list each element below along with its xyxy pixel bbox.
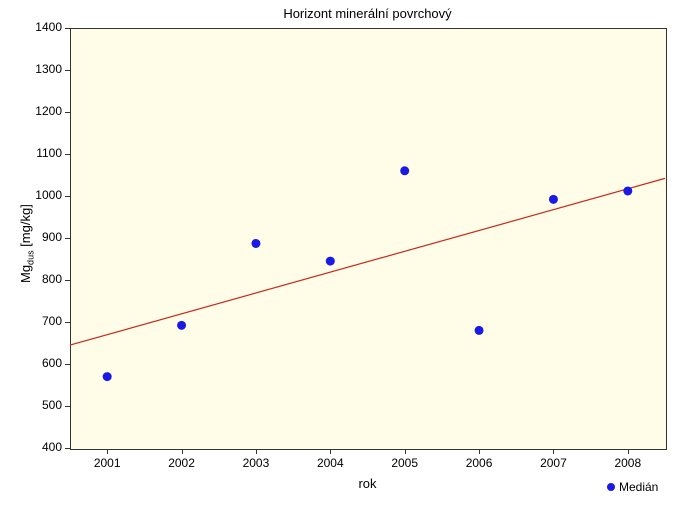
- scatter-chart: Horizont minerální povrchový rok Mgdus […: [0, 0, 685, 514]
- y-tick-label: 1400: [20, 20, 62, 34]
- x-axis-label: rok: [70, 476, 665, 491]
- x-tick-label: 2003: [231, 456, 281, 470]
- y-tick-label: 600: [20, 356, 62, 370]
- y-tick-label: 1200: [20, 104, 62, 118]
- legend: Medián: [607, 480, 658, 494]
- y-tick-label: 400: [20, 440, 62, 454]
- x-tick-label: 2005: [380, 456, 430, 470]
- y-tick-label: 500: [20, 398, 62, 412]
- legend-marker: [607, 483, 615, 491]
- y-axis-label-sub: dus: [26, 250, 36, 265]
- chart-title: Horizont minerální povrchový: [70, 6, 665, 21]
- x-tick-label: 2004: [305, 456, 355, 470]
- x-tick-label: 2007: [528, 456, 578, 470]
- y-tick-label: 1100: [20, 146, 62, 160]
- y-tick-label: 700: [20, 314, 62, 328]
- y-tick-label: 1300: [20, 62, 62, 76]
- x-tick-label: 2006: [454, 456, 504, 470]
- legend-label: Medián: [619, 480, 658, 494]
- plot-area: [70, 28, 667, 450]
- y-tick-label: 1000: [20, 188, 62, 202]
- y-tick-label: 800: [20, 272, 62, 286]
- x-tick-label: 2008: [603, 456, 653, 470]
- x-tick-label: 2001: [82, 456, 132, 470]
- y-tick-label: 900: [20, 230, 62, 244]
- x-tick-label: 2002: [157, 456, 207, 470]
